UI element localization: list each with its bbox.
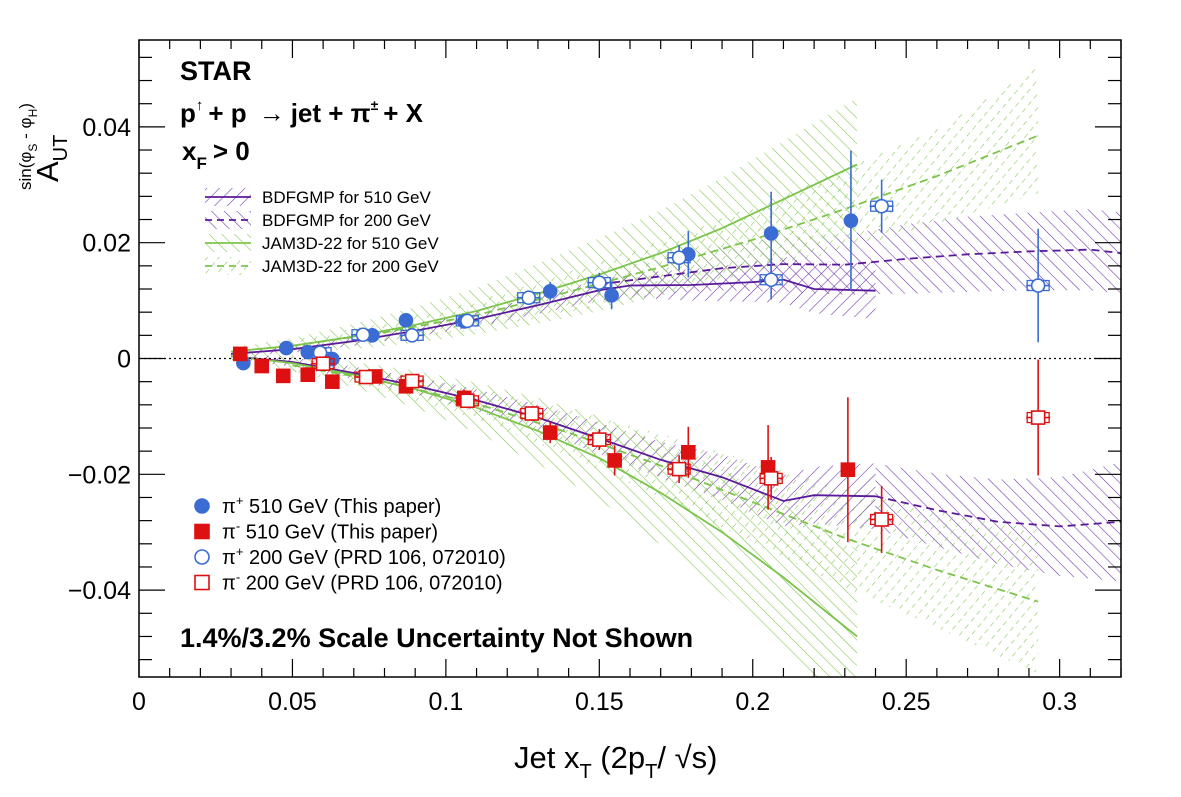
kinematic-cut-label: xF > 0 bbox=[182, 136, 250, 173]
legend-marker bbox=[194, 498, 210, 514]
data-point bbox=[460, 393, 475, 409]
y-axis-title: AUT sin(φS - φH) bbox=[16, 103, 72, 190]
theory-curve bbox=[231, 355, 876, 502]
y-tick-label: 0 bbox=[117, 346, 131, 374]
theory-band bbox=[292, 359, 1039, 675]
data-point bbox=[524, 406, 540, 421]
svg-text:AUT: AUT bbox=[30, 135, 72, 182]
theory-curve bbox=[875, 495, 1121, 528]
theory-curve bbox=[230, 355, 858, 638]
x-tick-label: 0.25 bbox=[882, 688, 931, 716]
x-tick-label: 0.2 bbox=[735, 688, 770, 716]
data-point bbox=[763, 471, 779, 486]
data-point bbox=[542, 284, 558, 299]
experiment-label: STAR bbox=[180, 56, 252, 86]
y-tick-label: −0.04 bbox=[68, 577, 131, 605]
data-point bbox=[671, 250, 687, 266]
legend-swatch bbox=[205, 257, 251, 275]
data-point bbox=[763, 226, 779, 241]
data-point bbox=[1030, 410, 1046, 425]
data-point bbox=[275, 368, 291, 384]
data-point bbox=[355, 327, 371, 343]
data-point bbox=[874, 512, 889, 527]
data-point bbox=[521, 290, 537, 305]
theory-curve bbox=[599, 248, 1121, 286]
legend-label: BDFGMP for 510 GeV bbox=[262, 188, 431, 207]
data-legend: π+ 510 GeV (This paper)π- 510 GeV (This … bbox=[194, 493, 506, 595]
legend-marker bbox=[194, 549, 210, 565]
legend-marker bbox=[194, 523, 210, 540]
legend-swatch bbox=[205, 211, 251, 229]
data-point bbox=[404, 328, 420, 343]
legend-label: π- 510 GeV (This paper) bbox=[222, 519, 438, 544]
svg-text:sin(φS - φH): sin(φS - φH) bbox=[16, 103, 40, 190]
x-tick-label: 0.15 bbox=[575, 688, 624, 716]
theory-curve bbox=[292, 364, 1039, 603]
theory-legend: BDFGMP for 510 GeV BDFGMP for 200 GeV JAM3… bbox=[205, 188, 439, 276]
y-tick-label: −0.02 bbox=[68, 461, 131, 489]
annotation-block: STAR p↑ + p → jet + π± + X xF > 0 1.4%/3.2% S… bbox=[180, 56, 693, 653]
data-point bbox=[604, 288, 619, 303]
x-tick-label: 0.3 bbox=[1042, 688, 1077, 716]
scale-uncertainty-note: 1.4%/3.2% Scale Uncertainty Not Shown bbox=[180, 623, 693, 653]
data-point bbox=[681, 445, 696, 460]
data-point bbox=[607, 453, 622, 468]
data-point bbox=[542, 425, 558, 440]
x-axis-title: Jet xT (2pT/ √s) bbox=[514, 740, 717, 783]
axes: 0 0.05 0.1 0.15 0.2 0.25 0.3 −0.04 −0.02 0 0.02 0.0… bbox=[68, 40, 1122, 716]
legend-label: π+ 510 GeV (This paper) bbox=[222, 493, 441, 518]
theory-curves bbox=[230, 134, 1121, 638]
data-point bbox=[592, 432, 607, 447]
data-point bbox=[763, 272, 779, 288]
data-point bbox=[671, 461, 687, 477]
data-point bbox=[1030, 278, 1046, 293]
y-tick-label: 0.04 bbox=[82, 114, 131, 142]
reaction-label: p↑ + p → jet + π± + X bbox=[180, 97, 424, 128]
data-points bbox=[232, 150, 1051, 554]
data-point bbox=[278, 340, 294, 356]
data-point bbox=[315, 356, 331, 372]
x-tick-label: 0.1 bbox=[428, 688, 463, 716]
data-point bbox=[232, 346, 248, 362]
x-tick-label: 0.05 bbox=[268, 688, 317, 716]
theory-curve bbox=[292, 134, 1039, 347]
legend-label: JAM3D-22 for 510 GeV bbox=[262, 234, 439, 253]
data-point bbox=[254, 358, 270, 374]
theory-band bbox=[292, 66, 1039, 352]
legend-marker bbox=[194, 574, 210, 591]
y-tick-label: 0.02 bbox=[82, 230, 131, 258]
theory-band bbox=[875, 462, 1121, 582]
data-point bbox=[398, 312, 414, 328]
data-point bbox=[592, 275, 607, 290]
x-tick-label: 0 bbox=[132, 688, 146, 716]
data-point bbox=[325, 374, 340, 389]
legend-label: π+ 200 GeV (PRD 106, 072010) bbox=[222, 544, 506, 569]
data-point bbox=[874, 198, 889, 214]
data-point bbox=[358, 369, 374, 385]
legend-label: π- 200 GeV (PRD 106, 072010) bbox=[222, 570, 503, 595]
legend-label: JAM3D-22 for 200 GeV bbox=[262, 257, 439, 276]
data-point bbox=[404, 373, 420, 389]
data-point bbox=[460, 313, 475, 329]
legend-label: BDFGMP for 200 GeV bbox=[262, 211, 431, 230]
data-point bbox=[840, 462, 856, 477]
data-point bbox=[300, 367, 316, 383]
data-point bbox=[843, 213, 859, 228]
